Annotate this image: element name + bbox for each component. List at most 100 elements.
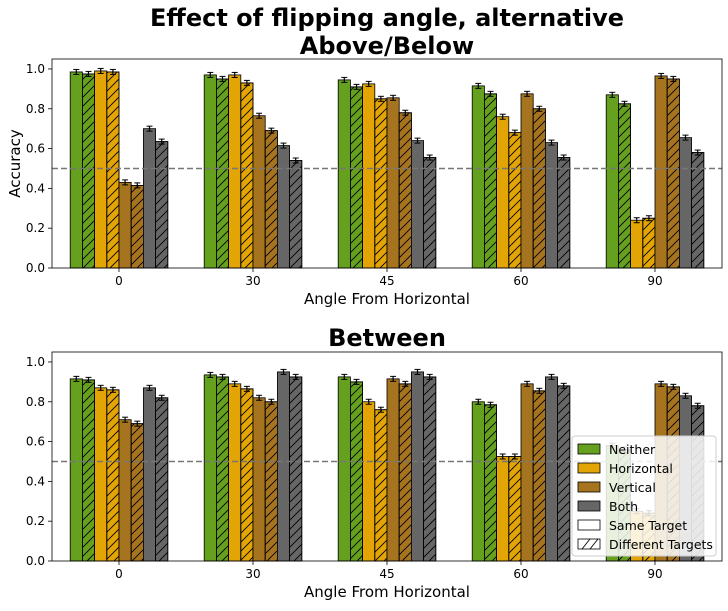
y-tick-label: 0.4 (26, 181, 45, 195)
legend-box (571, 435, 717, 557)
legend-label: Same Target (609, 518, 687, 533)
bar-hatch (483, 93, 497, 269)
chart-panel-2: Between 0 30 45 60 90 0.0 0.2 0.4 0.6 0.8 1.0 Angle … (26, 324, 723, 601)
legend-hatch (581, 538, 591, 550)
chart-panel-1: Effect of flipping angle, alternativeAbo… (6, 4, 723, 308)
bar-vertical-same-30 (252, 397, 266, 562)
legend-hatch (589, 538, 599, 550)
bar-hatch (215, 376, 229, 562)
chart-title: Above/Below (300, 32, 474, 60)
bar-both-same-60 (545, 376, 559, 562)
y-tick-label: 0.2 (26, 514, 45, 528)
bar-both-same-45 (410, 140, 424, 269)
bar-neither-same-30 (203, 74, 217, 269)
bar-hatch (82, 73, 96, 269)
x-axis-label: Angle From Horizontal (304, 583, 470, 601)
bar-hatch (508, 132, 522, 269)
bar-hatch (155, 397, 169, 562)
legend-swatch-vertical (577, 481, 601, 493)
bar-hatch (289, 376, 303, 562)
bar-hatch (82, 379, 96, 562)
bar-hatch (240, 388, 254, 562)
bar-hatch (398, 112, 412, 269)
legend-swatch-same-target (577, 519, 601, 531)
bar-hatch (289, 160, 303, 269)
bar-neither-same-30 (203, 374, 217, 562)
bar-hatch (215, 78, 229, 269)
y-tick-label: 0.0 (26, 261, 45, 275)
y-tick-label: 0.6 (26, 142, 45, 156)
bar-neither-same-60 (471, 401, 485, 562)
y-tick-label: 0.0 (26, 554, 45, 568)
x-tick-label: 45 (379, 567, 394, 581)
bar-hatch (423, 157, 437, 269)
bar-neither-same-45 (337, 79, 351, 269)
bar-neither-same-90 (605, 94, 619, 269)
bar-hatch (130, 423, 144, 562)
bar-both-same-0 (142, 128, 156, 269)
bar-hatch (374, 98, 388, 269)
bar-both-same-30 (276, 145, 290, 269)
bar-hatch (618, 103, 632, 269)
bar-hatch (642, 217, 656, 269)
plot-frame (51, 58, 723, 269)
bar-vertical-same-0 (118, 182, 132, 269)
bar-neither-same-45 (337, 376, 351, 562)
bar-neither-same-0 (69, 378, 83, 562)
bar-vertical-same-45 (386, 378, 400, 562)
bar-hatch (264, 130, 278, 269)
legend-label: Different Targets (609, 537, 713, 552)
plot-frame (51, 351, 723, 562)
bar-hatch (374, 409, 388, 562)
bar-hatch (691, 152, 705, 269)
bar-hatch (483, 404, 497, 562)
bar-vertical-same-45 (386, 97, 400, 269)
bar-hatch (398, 383, 412, 562)
bar-horizontal-same-45 (362, 401, 376, 562)
x-tick-label: 60 (513, 567, 528, 581)
bar-hatch (532, 390, 546, 562)
y-tick-label: 0.8 (26, 395, 45, 409)
legend-swatch-different-targets (577, 538, 601, 550)
bar-hatch (349, 86, 363, 269)
bar-horizontal-same-30 (228, 74, 242, 269)
bar-hatch (557, 385, 571, 562)
legend-swatch-horizontal (577, 462, 601, 474)
bar-hatch (532, 108, 546, 269)
x-tick-label: 30 (245, 274, 260, 288)
bar-vertical-same-90 (654, 75, 668, 269)
y-axis-label: Accuracy (6, 129, 24, 198)
bar-both-same-60 (545, 142, 559, 269)
bar-hatch (155, 141, 169, 269)
bar-hatch (508, 456, 522, 562)
x-axis-label: Angle From Horizontal (304, 290, 470, 308)
bar-hatch (130, 184, 144, 269)
bar-both-same-45 (410, 371, 424, 562)
x-tick-label: 90 (647, 274, 662, 288)
y-tick-label: 1.0 (26, 355, 45, 369)
legend-label: Both (609, 499, 638, 514)
x-tick-label: 0 (115, 274, 123, 288)
bar-horizontal-same-30 (228, 383, 242, 562)
y-tick-label: 1.0 (26, 62, 45, 76)
chart-title: Between (328, 324, 446, 352)
bar-horizontal-same-0 (94, 70, 108, 269)
bar-neither-same-0 (69, 71, 83, 269)
chart-title: Effect of flipping angle, alternative (150, 4, 624, 32)
bar-horizontal-same-60 (496, 456, 510, 562)
legend-swatch-both (577, 500, 601, 512)
x-tick-label: 90 (647, 567, 662, 581)
y-tick-label: 0.8 (26, 102, 45, 116)
legend-label: Horizontal (609, 461, 673, 476)
bar-hatch (557, 157, 571, 269)
legend-label: Vertical (609, 480, 656, 495)
bar-both-same-90 (679, 137, 693, 269)
bar-hatch (264, 401, 278, 562)
y-tick-label: 0.2 (26, 221, 45, 235)
legend-swatch-neither (577, 443, 601, 455)
x-tick-label: 0 (115, 567, 123, 581)
y-tick-label: 0.4 (26, 474, 45, 488)
bar-hatch (666, 78, 680, 269)
